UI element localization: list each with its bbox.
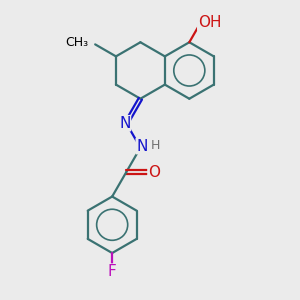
Text: OH: OH (198, 15, 221, 30)
Text: CH₃: CH₃ (65, 36, 88, 49)
Text: N: N (136, 139, 148, 154)
Text: O: O (148, 165, 160, 180)
Text: N: N (119, 116, 130, 131)
Text: H: H (151, 139, 160, 152)
Text: F: F (108, 264, 116, 279)
